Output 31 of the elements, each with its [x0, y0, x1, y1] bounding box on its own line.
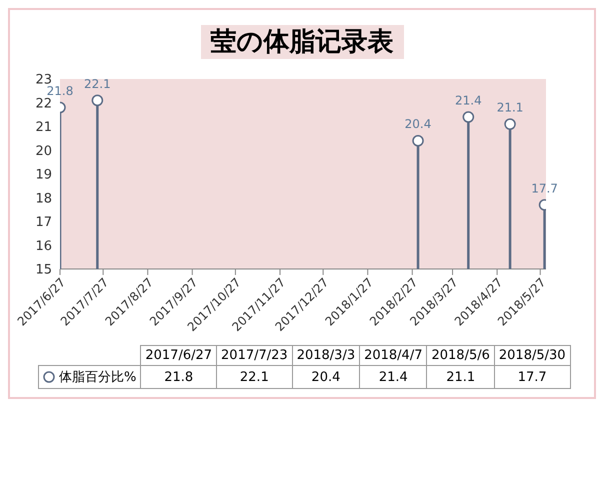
data-label: 21.8: [46, 84, 74, 98]
data-label: 21.1: [496, 100, 524, 115]
point: [504, 118, 516, 130]
chart-title: 莹の体脂记录表: [200, 25, 404, 59]
y-tick-label: 20: [35, 144, 52, 159]
category-label: 2018/5/30: [494, 346, 570, 366]
y-tick-label: 19: [35, 168, 52, 183]
data-label: 20.4: [292, 366, 360, 388]
data-label: 21.4: [360, 366, 427, 388]
category-label: 2018/4/7: [360, 346, 427, 366]
data-label: 17.7: [494, 366, 570, 388]
category-label: 2018/5/6: [426, 346, 494, 366]
category-label: 2018/3/3: [292, 346, 360, 366]
data-label: 21.1: [426, 366, 494, 388]
category-label: 2017/7/23: [216, 346, 292, 366]
y-tick-label: 15: [35, 262, 52, 278]
point: [462, 111, 474, 123]
y-tick-label: 18: [35, 191, 52, 206]
data-label: 20.4: [404, 117, 432, 132]
data-label: 21.4: [454, 93, 482, 108]
data-label: 21.8: [140, 366, 217, 388]
legend-label: 体脂百分比%: [38, 366, 141, 388]
y-tick-label: 21: [35, 120, 52, 136]
data-label: 22.1: [216, 366, 292, 388]
point: [412, 135, 424, 146]
category-label: 2017/6/27: [140, 346, 217, 366]
data-label: 17.7: [531, 181, 558, 196]
y-tick-label: 16: [35, 238, 52, 254]
y-tick-label: 22: [35, 96, 52, 112]
y-tick-label: 17: [35, 215, 52, 230]
data-label: 22.1: [84, 76, 111, 91]
